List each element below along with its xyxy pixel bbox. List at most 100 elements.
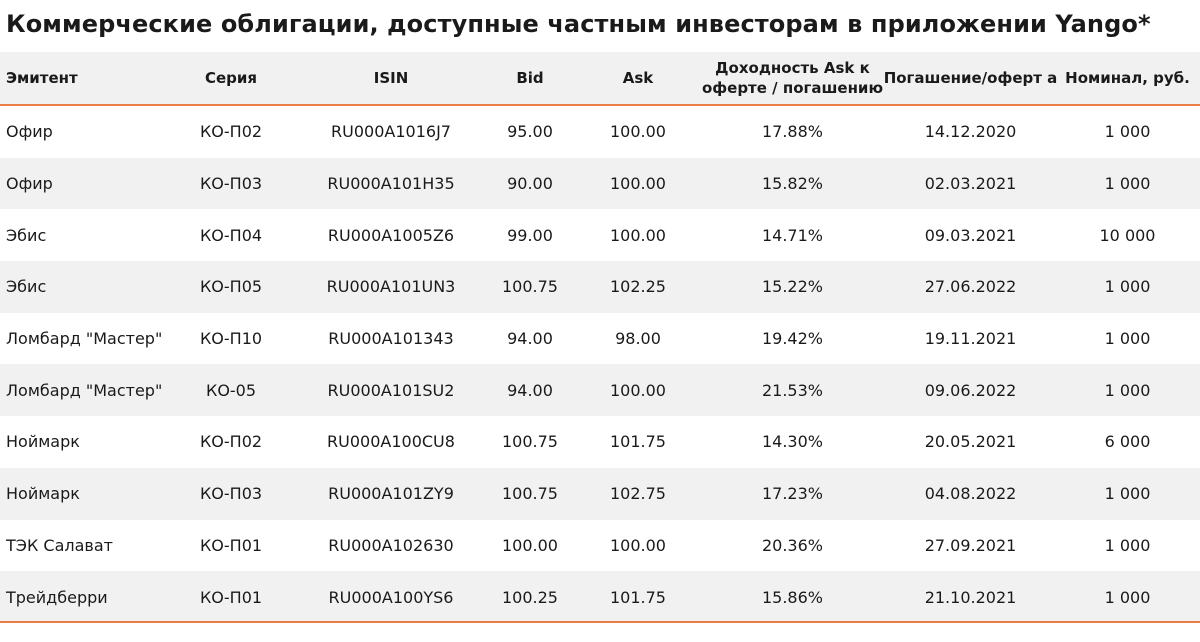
cell-bid: 100.75	[502, 432, 558, 452]
cell-isin: RU000A101H35	[327, 174, 455, 194]
cell-yield: 19.42%	[761, 329, 823, 349]
cell-isin: RU000A101UN3	[326, 277, 456, 297]
cell-nominal: 1 000	[1104, 329, 1151, 349]
table-body: Офир КО-П02 RU000A1016J7 95.00 100.00 17.88% 1…	[0, 106, 1200, 623]
table-row: Трейдберри КО-П01 RU000A100YS6 100.25 101.75…	[0, 571, 1200, 623]
table-bottom-border	[0, 621, 1200, 623]
cell-yield: 21.53%	[761, 380, 823, 400]
table-header: Эмитент Серия ISIN Bid Ask Доходность As…	[0, 52, 1200, 106]
cell-issuer: Эбис	[6, 277, 47, 297]
cell-issuer: Трейдберри	[6, 587, 108, 607]
cell-nominal: 1 000	[1104, 587, 1151, 607]
cell-ask: 100.00	[610, 174, 666, 194]
cell-ask: 98.00	[615, 329, 661, 349]
cell-issuer: ТЭК Салават	[6, 535, 113, 555]
cell-series: КО-П03	[199, 174, 263, 194]
cell-maturity: 20.05.2021	[924, 432, 1017, 452]
cell-yield: 15.82%	[761, 174, 823, 194]
cell-issuer: Ломбард "Мастер"	[6, 380, 163, 400]
cell-ask: 100.00	[610, 225, 666, 245]
cell-issuer: Офир	[6, 122, 53, 142]
cell-series: КО-П03	[199, 484, 263, 504]
cell-yield: 14.30%	[761, 432, 823, 452]
cell-yield: 17.23%	[761, 484, 823, 504]
table-row: ТЭК Салават КО-П01 RU000A102630 100.00 100.0…	[0, 520, 1200, 572]
cell-ask: 100.00	[610, 380, 666, 400]
cell-maturity: 27.06.2022	[924, 277, 1017, 297]
cell-series: КО-П02	[199, 432, 263, 452]
column-header-bid: Bid	[516, 69, 544, 87]
column-header-yield: Доходность Ask к оферте / погашению	[701, 59, 884, 97]
table-row: Эбис КО-П05 RU000A101UN3 100.75 102.25 15.22%…	[0, 261, 1200, 313]
cell-issuer: Ноймарк	[6, 432, 80, 452]
cell-bid: 94.00	[507, 380, 553, 400]
bonds-table: Эмитент Серия ISIN Bid Ask Доходность As…	[0, 52, 1200, 623]
cell-yield: 17.88%	[761, 122, 823, 142]
column-header-series: Серия	[204, 69, 258, 87]
cell-nominal: 6 000	[1104, 432, 1151, 452]
cell-isin: RU000A1016J7	[331, 122, 451, 142]
cell-bid: 100.25	[502, 587, 558, 607]
cell-bid: 99.00	[507, 225, 553, 245]
cell-isin: RU000A1005Z6	[327, 225, 455, 245]
cell-series: КО-П02	[199, 122, 263, 142]
cell-nominal: 1 000	[1104, 122, 1151, 142]
table-row: Ноймарк КО-П03 RU000A101ZY9 100.75 102.75 17.…	[0, 467, 1200, 520]
table-row: Ноймарк КО-П02 RU000A100CU8 100.75 101.75 14.…	[0, 416, 1200, 468]
table-row: Эбис КО-П04 RU000A1005Z6 99.00 100.00 14.71% 0…	[0, 209, 1200, 261]
cell-maturity: 09.03.2021	[924, 225, 1017, 245]
cell-maturity: 04.08.2022	[924, 484, 1017, 504]
cell-isin: RU000A100CU8	[327, 432, 455, 452]
cell-ask: 100.00	[610, 122, 666, 142]
table-row: Офир КО-П02 RU000A1016J7 95.00 100.00 17.88% 1…	[0, 106, 1200, 158]
cell-isin: RU000A101ZY9	[328, 484, 454, 504]
cell-series: КО-П04	[199, 225, 263, 245]
cell-issuer: Ноймарк	[6, 484, 80, 504]
cell-isin: RU000A102630	[328, 535, 454, 555]
cell-maturity: 21.10.2021	[924, 587, 1017, 607]
cell-yield: 15.86%	[761, 587, 823, 607]
table-row: Ломбард "Мастер" КО-05 RU000A101SU2 94.00 10…	[0, 364, 1200, 417]
cell-bid: 95.00	[507, 122, 553, 142]
cell-maturity: 09.06.2022	[924, 380, 1017, 400]
cell-nominal: 1 000	[1104, 277, 1151, 297]
cell-maturity: 14.12.2020	[924, 122, 1017, 142]
column-header-nominal: Номинал, руб.	[1065, 69, 1190, 87]
cell-series: КО-05	[205, 380, 257, 400]
column-header-issuer: Эмитент	[6, 69, 78, 87]
cell-issuer: Офир	[6, 174, 53, 194]
table-row: Офир КО-П03 RU000A101H35 90.00 100.00 15.82% 0…	[0, 157, 1200, 210]
column-header-isin: ISIN	[373, 69, 409, 87]
cell-series: КО-П01	[199, 587, 263, 607]
cell-isin: RU000A100YS6	[328, 587, 454, 607]
cell-ask: 102.25	[610, 277, 666, 297]
cell-ask: 100.00	[610, 535, 666, 555]
cell-nominal: 1 000	[1104, 484, 1151, 504]
cell-isin: RU000A101SU2	[327, 380, 455, 400]
cell-bid: 90.00	[507, 174, 553, 194]
cell-nominal: 1 000	[1104, 535, 1151, 555]
cell-issuer: Эбис	[6, 225, 47, 245]
cell-maturity: 27.09.2021	[924, 535, 1017, 555]
page-title: Коммерческие облигации, доступные частны…	[6, 10, 1151, 38]
cell-series: КО-П01	[199, 535, 263, 555]
cell-bid: 94.00	[507, 329, 553, 349]
cell-bid: 100.75	[502, 484, 558, 504]
cell-yield: 15.22%	[761, 277, 823, 297]
cell-bid: 100.00	[502, 535, 558, 555]
cell-series: КО-П10	[199, 329, 263, 349]
cell-maturity: 02.03.2021	[924, 174, 1017, 194]
cell-series: КО-П05	[199, 277, 263, 297]
cell-maturity: 19.11.2021	[924, 329, 1017, 349]
column-header-ask: Ask	[622, 69, 654, 87]
cell-ask: 101.75	[610, 587, 666, 607]
column-header-maturity: Погашение/оферт а	[883, 69, 1058, 87]
cell-ask: 101.75	[610, 432, 666, 452]
cell-isin: RU000A101343	[328, 329, 454, 349]
cell-nominal: 1 000	[1104, 174, 1151, 194]
cell-yield: 14.71%	[761, 225, 823, 245]
cell-issuer: Ломбард "Мастер"	[6, 329, 163, 349]
cell-nominal: 10 000	[1099, 225, 1156, 245]
cell-bid: 100.75	[502, 277, 558, 297]
cell-nominal: 1 000	[1104, 380, 1151, 400]
